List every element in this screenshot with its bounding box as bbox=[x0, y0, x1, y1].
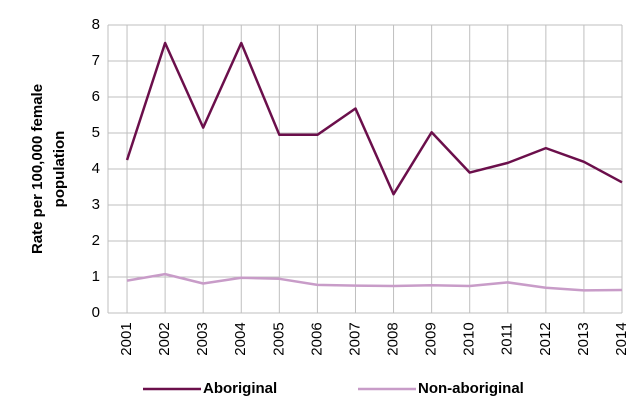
x-tick-label: 2014 bbox=[613, 322, 630, 355]
x-tick-label: 2005 bbox=[270, 322, 287, 355]
legend-label: Aboriginal bbox=[203, 380, 277, 397]
y-tick-label: 6 bbox=[92, 88, 100, 105]
y-tick-label: 1 bbox=[92, 268, 100, 285]
x-tick-label: 2012 bbox=[537, 322, 554, 355]
y-tick-label: 2 bbox=[92, 232, 100, 249]
legend-label: Non-aboriginal bbox=[418, 380, 524, 397]
y-tick-label: 5 bbox=[92, 124, 100, 141]
x-tick-label: 2011 bbox=[499, 323, 516, 355]
x-tick-label: 2010 bbox=[461, 322, 478, 355]
x-tick-label: 2008 bbox=[385, 322, 402, 355]
x-tick-label: 2013 bbox=[575, 322, 592, 355]
x-tick-label: 2007 bbox=[346, 322, 363, 355]
x-tick-label: 2002 bbox=[156, 322, 173, 355]
x-tick-label: 2006 bbox=[308, 322, 325, 355]
data-line bbox=[125, 41, 623, 196]
y-tick-label: 3 bbox=[92, 196, 100, 213]
y-axis-label: population bbox=[51, 131, 68, 208]
y-tick-label: 4 bbox=[92, 160, 100, 177]
y-tick-label: 0 bbox=[92, 304, 100, 321]
data-line bbox=[126, 272, 623, 292]
x-tick-label: 2004 bbox=[232, 322, 249, 355]
y-axis-label: Rate per 100,000 female bbox=[29, 84, 46, 254]
y-tick-label: 7 bbox=[92, 52, 100, 69]
y-tick-label: 8 bbox=[92, 16, 100, 33]
x-tick-label: 2009 bbox=[423, 322, 440, 355]
x-tick-label: 2001 bbox=[118, 322, 135, 355]
x-tick-label: 2003 bbox=[194, 322, 211, 355]
